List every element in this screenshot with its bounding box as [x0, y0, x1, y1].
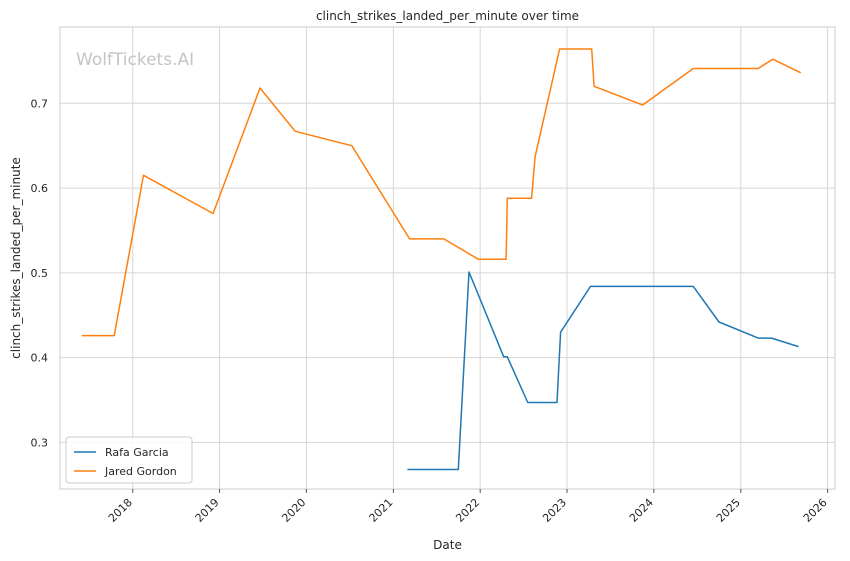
- series-line-jared-gordon: [81, 48, 802, 337]
- plot-frame: [59, 26, 836, 490]
- x-tick-label: 2020: [279, 496, 308, 525]
- y-tick-label: 0.7: [31, 97, 49, 110]
- x-tick-label: 2019: [193, 496, 222, 525]
- legend-label: Rafa Garcia: [105, 446, 169, 459]
- x-tick-label: 2018: [106, 496, 135, 525]
- chart-title: clinch_strikes_landed_per_minute over ti…: [316, 9, 579, 23]
- plot-background: [60, 27, 835, 489]
- y-tick-label: 0.6: [31, 182, 49, 195]
- y-axis-label: clinch_strikes_landed_per_minute: [9, 157, 23, 359]
- legend-box: [65, 436, 193, 484]
- x-tick-label: 2024: [627, 496, 656, 525]
- y-tick-label: 0.4: [31, 352, 49, 365]
- y-tick-label: 0.3: [31, 436, 49, 449]
- legend-label: Jared Gordon: [104, 465, 177, 478]
- x-tick-label: 2023: [540, 496, 569, 525]
- x-axis-ticks: 2018 2019 2020 2021 2022 2023 2024 2025 2026: [106, 489, 830, 525]
- series-layer: [81, 48, 802, 471]
- y-axis-ticks: 0.3 0.4 0.5 0.6 0.7: [31, 97, 49, 449]
- legend: Rafa Garcia Jared Gordon: [65, 436, 193, 484]
- x-axis-label: Date: [433, 538, 462, 552]
- x-tick-label: 2026: [801, 496, 830, 525]
- x-tick-label: 2022: [453, 496, 482, 525]
- grid: [60, 27, 835, 489]
- series-line-rafa-garcia: [407, 271, 799, 471]
- x-tick-label: 2021: [367, 496, 396, 525]
- watermark-text: WolfTickets.AI: [76, 50, 194, 70]
- y-tick-label: 0.5: [31, 267, 49, 280]
- plot-border: [59, 26, 836, 490]
- x-tick-label: 2025: [714, 496, 743, 525]
